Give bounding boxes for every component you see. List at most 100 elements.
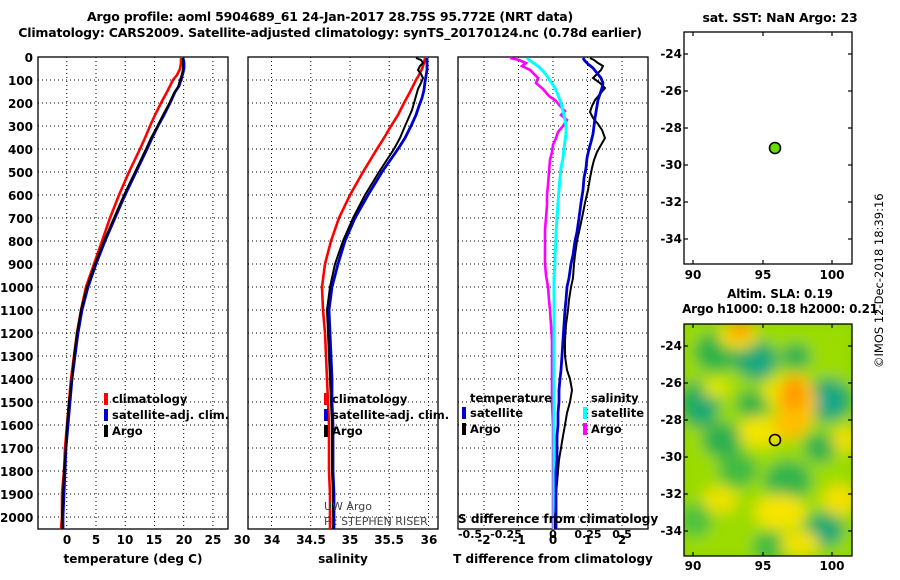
legend-swatch-satellite bbox=[462, 407, 466, 419]
legend-item: satellite bbox=[583, 405, 644, 421]
xtick: -2 bbox=[477, 533, 491, 547]
map-sla bbox=[660, 0, 900, 580]
depth-tick: 900 bbox=[7, 258, 33, 272]
depth-tick: 200 bbox=[7, 97, 33, 111]
sla-argo-marker bbox=[768, 433, 782, 447]
series-salinity-satellite-diff bbox=[525, 56, 568, 529]
legend-difference-salinity: salinity satellite Argo bbox=[583, 391, 644, 437]
lat-tick: -32 bbox=[660, 195, 682, 209]
xtick: 10 bbox=[116, 533, 134, 547]
main-title-line2: Climatology: CARS2009. Satellite-adjuste… bbox=[18, 25, 642, 40]
xtick: 15 bbox=[145, 533, 163, 547]
depth-tick: 2000 bbox=[0, 511, 34, 525]
sla-map-svg bbox=[683, 323, 853, 557]
sla-title-line1: Altim. SLA: 0.19 bbox=[727, 287, 833, 301]
legend-heading-temperature: temperature bbox=[470, 391, 552, 405]
depth-tick: 1900 bbox=[0, 488, 34, 502]
legend-label: Argo bbox=[112, 424, 143, 438]
temperature-vgrid bbox=[66, 57, 214, 529]
panel-temperature bbox=[0, 0, 240, 580]
difference-svg bbox=[457, 56, 649, 530]
depth-tick: 300 bbox=[7, 120, 33, 134]
xtick: 25 bbox=[204, 533, 222, 547]
lat-tick: -24 bbox=[660, 339, 682, 353]
series-temperature-argo-diff bbox=[554, 57, 607, 529]
legend-swatch-argo bbox=[462, 423, 466, 435]
legend-label: Argo bbox=[332, 424, 363, 438]
salinity-svg bbox=[247, 56, 439, 530]
xtick: -1 bbox=[512, 533, 526, 547]
lat-tick: -26 bbox=[660, 84, 682, 98]
depth-tick: 1700 bbox=[0, 442, 34, 456]
legend-swatch-satellite-adj bbox=[324, 409, 328, 421]
legend-label: Argo bbox=[470, 422, 501, 436]
lat-tick: -34 bbox=[660, 232, 682, 246]
temperature-frame bbox=[37, 56, 229, 530]
lat-tick: -30 bbox=[660, 158, 682, 172]
depth-tick: 1500 bbox=[0, 396, 34, 410]
lat-tick: -32 bbox=[660, 487, 682, 501]
sst-map-ticks bbox=[684, 32, 852, 264]
xtick: 30 bbox=[233, 533, 251, 547]
depth-tick: 100 bbox=[7, 74, 33, 88]
depth-tick: 800 bbox=[7, 235, 33, 249]
sla-field bbox=[684, 324, 852, 556]
depth-tick: 1100 bbox=[0, 304, 34, 318]
legend-label: satellite-adj. clim. bbox=[332, 408, 450, 422]
s-xtick: 0.25 bbox=[574, 528, 602, 541]
series-climatology-salinity bbox=[320, 57, 427, 529]
legend-item: satellite bbox=[462, 405, 552, 421]
lat-tick: -34 bbox=[660, 524, 682, 538]
lon-tick: 95 bbox=[754, 268, 772, 282]
legend-heading-salinity: salinity bbox=[591, 391, 639, 405]
xtick: 35.5 bbox=[374, 533, 404, 547]
difference-t-axis-label: T difference from climatology bbox=[453, 552, 653, 566]
xtick: 20 bbox=[175, 533, 193, 547]
s-xtick: 0.5 bbox=[612, 528, 632, 541]
legend-label: satellite bbox=[591, 406, 645, 420]
sst-argo-marker bbox=[768, 141, 782, 155]
depth-tick: 1600 bbox=[0, 419, 34, 433]
legend-swatch-satellite-adj bbox=[104, 409, 108, 421]
lon-tick: 95 bbox=[754, 559, 772, 573]
xtick: 1 bbox=[583, 533, 593, 547]
depth-tick: 1800 bbox=[0, 465, 34, 479]
depth-tick: 1200 bbox=[0, 327, 34, 341]
legend-swatch-satellite bbox=[583, 407, 587, 419]
legend-swatch-argo bbox=[104, 425, 108, 437]
xtick: 5 bbox=[91, 533, 101, 547]
lat-tick: -28 bbox=[660, 413, 682, 427]
depth-tick: 0 bbox=[24, 51, 33, 65]
legend-label: climatology bbox=[332, 392, 408, 406]
xtick: 0 bbox=[62, 533, 72, 547]
legend-item: Argo bbox=[462, 421, 552, 437]
legend-item: Argo bbox=[583, 421, 639, 437]
depth-tick: 600 bbox=[7, 189, 33, 203]
s-xtick: -0.25 bbox=[490, 528, 522, 541]
xtick: 2 bbox=[617, 533, 627, 547]
lat-tick: -30 bbox=[660, 450, 682, 464]
panel-salinity bbox=[247, 56, 439, 530]
xtick: 34.5 bbox=[296, 533, 326, 547]
panel-difference bbox=[457, 56, 649, 530]
depth-tick: 1300 bbox=[0, 350, 34, 364]
temperature-axis-label: temperature (deg C) bbox=[63, 552, 203, 566]
s-xtick: -0.5 bbox=[457, 528, 483, 541]
legend-swatch-argo bbox=[324, 425, 328, 437]
legend-label: satellite-adj. clim. bbox=[112, 408, 230, 422]
legend-label: satellite bbox=[470, 406, 524, 420]
main-title-line1: Argo profile: aoml 5904689_61 24-Jan-201… bbox=[87, 9, 573, 24]
series-argo-salinity bbox=[325, 57, 425, 529]
legend-swatch-climatology bbox=[104, 393, 108, 405]
s-xtick: 0 bbox=[549, 528, 557, 541]
sst-map-frame bbox=[683, 31, 853, 265]
pi-credit: PI: STEPHEN RISER bbox=[324, 515, 428, 528]
legend-difference-temperature: temperature satellite Argo bbox=[462, 391, 552, 437]
legend-label: Argo bbox=[591, 422, 622, 436]
sla-map-ticks bbox=[684, 324, 852, 556]
series-salinity-argo-diff bbox=[509, 56, 569, 529]
temperature-svg bbox=[37, 56, 229, 530]
lon-tick: 100 bbox=[819, 268, 845, 282]
lat-tick: -28 bbox=[660, 121, 682, 135]
depth-tick: 500 bbox=[7, 166, 33, 180]
